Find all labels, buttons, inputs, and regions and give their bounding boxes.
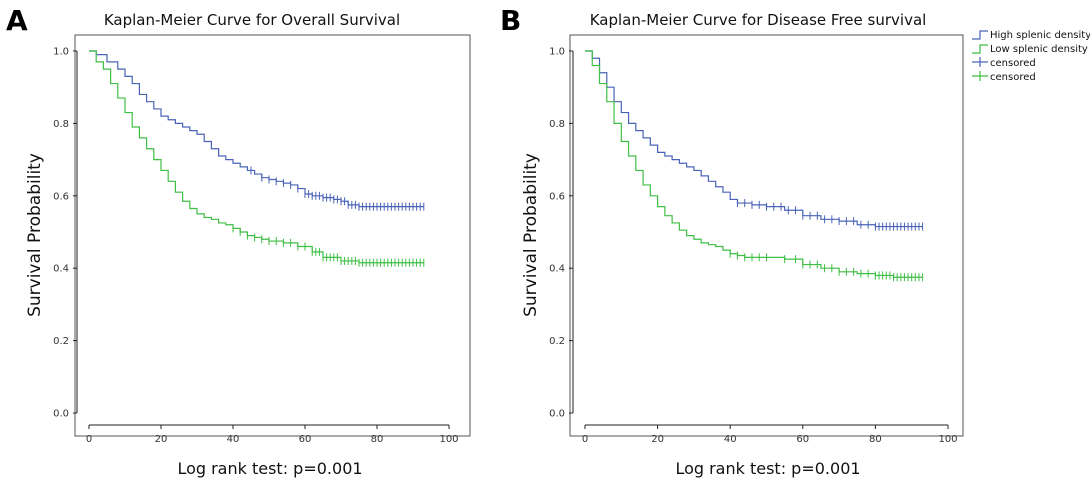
panel-a-title: Kaplan-Meier Curve for Overall Survival: [104, 11, 400, 29]
x-tick-label: 40: [724, 434, 737, 445]
survival-curve-low: [89, 50, 424, 264]
legend-swatch-low: [972, 44, 988, 54]
y-tick-label: 1.0: [53, 47, 69, 58]
y-tick-label: 0.4: [53, 264, 69, 275]
legend-label-high: High splenic density: [990, 30, 1090, 41]
x-tick-label: 100: [439, 434, 458, 445]
x-tick-label: 100: [938, 434, 957, 445]
legend-censor-swatch-high: [972, 57, 988, 67]
panel-b-frame: [569, 34, 964, 437]
y-tick-label: 0.6: [549, 191, 565, 202]
panel-b-x-axis-label: Log rank test: p=0.001: [675, 459, 860, 478]
x-tick-label: 80: [869, 434, 882, 445]
y-tick-label: 0.2: [549, 336, 565, 347]
panel-a-plot-area: 0 20 40 60 80 100 0.0 0.2 0.4 0.6 0.8 1.0: [53, 47, 458, 446]
x-tick-label: 80: [371, 434, 384, 445]
panel-a-x-axis-label: Log rank test: p=0.001: [177, 459, 362, 478]
legend: High splenic density Low splenic density…: [972, 30, 1090, 83]
panel-b-title: Kaplan-Meier Curve for Disease Free surv…: [590, 11, 927, 29]
y-tick-label: 1.0: [549, 47, 565, 58]
legend-censor-swatch-low: [972, 71, 988, 81]
x-tick-label: 20: [651, 434, 664, 445]
x-tick-label: 20: [155, 434, 168, 445]
x-tick-label: 40: [227, 434, 240, 445]
survival-curve-low: [585, 50, 923, 278]
panel-a-frame: [74, 34, 471, 437]
y-tick-label: 0.2: [53, 336, 69, 347]
survival-curve-high: [585, 50, 923, 228]
y-tick-label: 0.6: [53, 191, 69, 202]
y-tick-label: 0.0: [549, 409, 565, 420]
panel-a: A Kaplan-Meier Curve for Overall Surviva…: [6, 4, 471, 478]
x-tick-label: 0: [86, 434, 92, 445]
panel-a-y-axis-label: Survival Probability: [25, 153, 45, 317]
legend-label-censored-low: censored: [990, 72, 1036, 83]
panel-a-letter: A: [6, 4, 28, 37]
y-tick-label: 0.4: [549, 264, 565, 275]
x-tick-label: 60: [796, 434, 809, 445]
legend-label-low: Low splenic density: [990, 44, 1088, 55]
x-tick-label: 0: [582, 434, 588, 445]
panel-b-y-axis-label: Survival Probability: [521, 153, 541, 317]
y-tick-label: 0.0: [53, 409, 69, 420]
x-tick-label: 60: [299, 434, 312, 445]
panel-b-plot-area: 0 20 40 60 80 100 0.0 0.2 0.4 0.6 0.8 1.0: [549, 47, 957, 446]
panel-b: B Kaplan-Meier Curve for Disease Free su…: [500, 4, 964, 478]
legend-swatch-high: [972, 30, 988, 40]
panel-b-letter: B: [500, 4, 521, 37]
y-tick-label: 0.8: [549, 119, 565, 130]
y-tick-label: 0.8: [53, 119, 69, 130]
legend-label-censored-high: censored: [990, 58, 1036, 69]
